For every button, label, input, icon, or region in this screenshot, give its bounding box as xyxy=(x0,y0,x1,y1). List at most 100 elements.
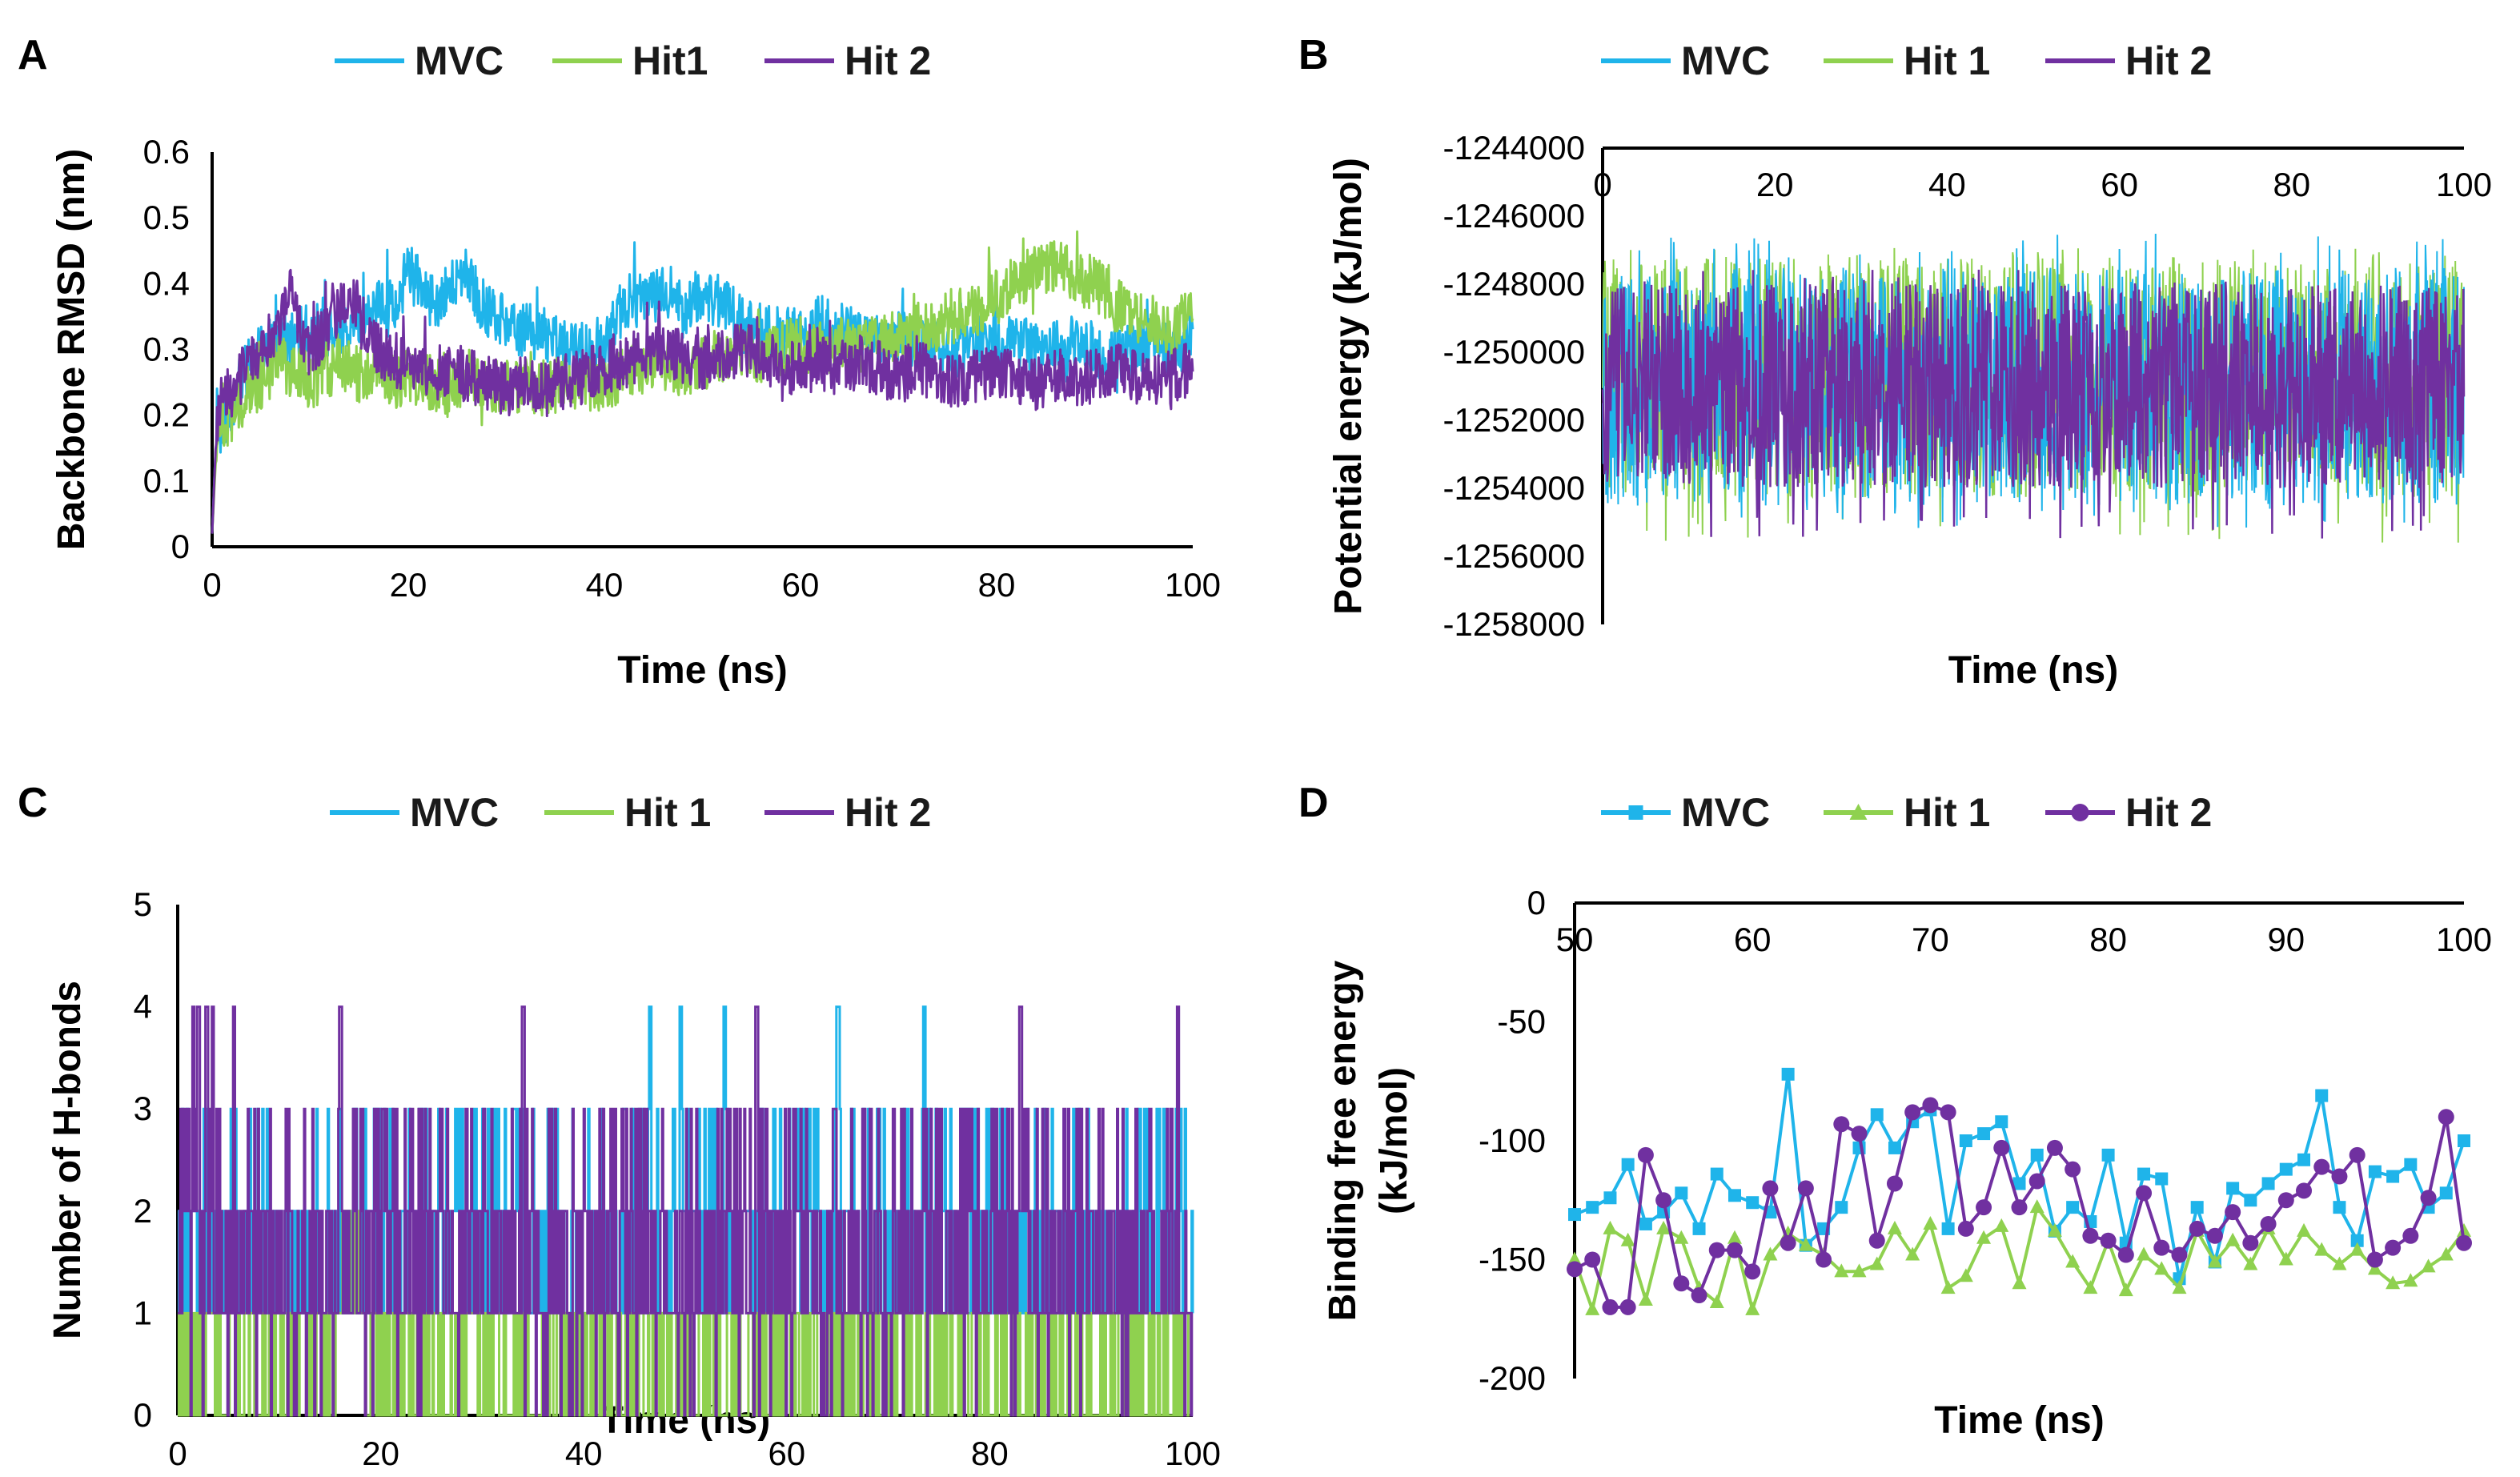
data-point-hit-1 xyxy=(2172,1280,2187,1294)
x-axis-title: Time (ns) xyxy=(1934,1399,2104,1442)
data-point-hit-1 xyxy=(1603,1220,1618,1234)
data-point-hit-2 xyxy=(2260,1215,2277,1232)
legend-marker-mvc xyxy=(1628,805,1643,820)
data-point-mvc xyxy=(2012,1177,2026,1190)
x-axis-title: Time (ns) xyxy=(1948,649,2118,692)
y-axis-title: Potential energy (kJ/mol) xyxy=(1327,158,1370,615)
data-point-hit-1 xyxy=(1763,1246,1778,1261)
data-point-hit-1 xyxy=(2332,1256,2347,1270)
data-point-hit-1 xyxy=(1852,1263,1867,1278)
y-tick-label: -1244000 xyxy=(1443,129,1586,167)
x-tick-label: 40 xyxy=(565,1435,603,1472)
data-point-mvc xyxy=(2458,1134,2470,1147)
legend-label-hit-2: Hit 2 xyxy=(2125,790,2212,835)
y-tick-label: 0 xyxy=(1527,884,1546,921)
x-tick-label: 20 xyxy=(1756,166,1794,203)
data-point-mvc xyxy=(2101,1148,2115,1162)
data-point-mvc xyxy=(1639,1217,1652,1230)
data-point-hit-2 xyxy=(2065,1161,2081,1178)
y-tick-label: 4 xyxy=(134,988,152,1025)
data-point-hit-1 xyxy=(1869,1256,1884,1270)
x-tick-label: 40 xyxy=(1928,166,1966,203)
data-point-hit-1 xyxy=(1958,1268,1973,1282)
data-point-hit-2 xyxy=(1816,1251,1832,1268)
panel-a: A MVC Hit1 Hit 2 0 0.1 0.2 0.3 0.4 0.5 0.6 0 20 40 6… xyxy=(18,32,1221,692)
x-tick-label: 20 xyxy=(390,566,427,604)
data-point-hit-1 xyxy=(1709,1294,1724,1308)
panel-letter-d: D xyxy=(1298,780,1329,826)
data-point-mvc xyxy=(1746,1196,1760,1210)
data-point-hit-2 xyxy=(1762,1180,1779,1197)
data-point-mvc xyxy=(1888,1141,1901,1154)
y-tick-label: 0.3 xyxy=(143,331,190,368)
data-point-mvc xyxy=(2190,1201,2204,1214)
x-tick-label: 60 xyxy=(782,566,820,604)
y-tick-label: 0 xyxy=(134,1396,152,1434)
data-point-mvc xyxy=(1995,1115,2008,1129)
data-point-hit-2 xyxy=(2385,1239,2402,1256)
legend-label-mvc: MVC xyxy=(415,38,504,83)
data-point-hit-2 xyxy=(2456,1234,2472,1251)
data-point-hit-1 xyxy=(2457,1222,2471,1237)
data-point-hit-2 xyxy=(2100,1232,2117,1249)
x-tick-label: 40 xyxy=(586,566,624,604)
data-point-hit-2 xyxy=(1922,1097,1939,1114)
data-point-hit-2 xyxy=(2171,1246,2188,1263)
data-point-hit-1 xyxy=(1674,1230,1689,1244)
data-point-hit-1 xyxy=(2154,1261,2169,1275)
series-line-hit-1 xyxy=(1573,1206,2466,1311)
y-tick-label: -1248000 xyxy=(1443,265,1586,303)
x-tick-label: 90 xyxy=(2267,921,2305,958)
y-tick-label: 1 xyxy=(134,1294,152,1331)
data-point-hit-1 xyxy=(2278,1251,2293,1266)
y-tick-label: 0 xyxy=(171,528,190,565)
y-tick-label: 0.6 xyxy=(143,133,190,171)
data-point-hit-1 xyxy=(2421,1258,2436,1273)
data-point-hit-2 xyxy=(2046,1139,2063,1156)
data-point-hit-2 xyxy=(2402,1227,2419,1244)
legend-label-hit-2: Hit 2 xyxy=(845,38,931,83)
legend-label-hit-2: Hit 2 xyxy=(2125,38,2212,83)
data-point-hit-2 xyxy=(1797,1180,1814,1197)
data-point-mvc xyxy=(2333,1201,2346,1214)
y-tick-label: 3 xyxy=(134,1090,152,1127)
data-point-hit-2 xyxy=(1655,1192,1672,1209)
data-point-mvc xyxy=(1727,1189,1741,1202)
legend-label-hit-1: Hit 1 xyxy=(1904,38,1990,83)
data-point-mvc xyxy=(2297,1153,2311,1166)
data-point-hit-1 xyxy=(1923,1215,1938,1230)
x-tick-label: 0 xyxy=(168,1435,187,1472)
data-point-hit-2 xyxy=(2206,1227,2223,1244)
data-point-mvc xyxy=(2137,1167,2151,1181)
data-point-hit-2 xyxy=(1637,1146,1654,1163)
x-tick-label: 100 xyxy=(1165,566,1221,604)
data-point-hit-1 xyxy=(2386,1275,2401,1290)
x-tick-label: 20 xyxy=(362,1435,399,1472)
legend-b: MVC Hit 1 Hit 2 xyxy=(1601,38,2212,83)
y-tick-label: -100 xyxy=(1479,1122,1546,1159)
data-point-hit-2 xyxy=(1833,1116,1850,1133)
data-point-hit-2 xyxy=(2420,1190,2437,1206)
y-tick-label: 0.5 xyxy=(143,199,190,236)
data-point-mvc xyxy=(2404,1158,2418,1171)
panel-b: B MVC Hit 1 Hit 2 -1244000 -1246000 -1248000… xyxy=(1298,32,2492,692)
data-point-hit-2 xyxy=(2349,1146,2366,1163)
data-point-hit-1 xyxy=(1567,1251,1582,1266)
data-point-mvc xyxy=(2226,1182,2240,1195)
y-tick-label: -50 xyxy=(1497,1003,1546,1041)
data-point-hit-2 xyxy=(2011,1199,2028,1216)
data-point-hit-1 xyxy=(2029,1199,2044,1214)
x-tick-label: 80 xyxy=(2089,921,2127,958)
data-point-mvc xyxy=(1870,1108,1884,1122)
data-point-hit-1 xyxy=(2047,1222,2062,1237)
data-point-hit-2 xyxy=(2153,1239,2170,1256)
legend-marker-hit-1 xyxy=(1849,804,1868,820)
data-point-hit-2 xyxy=(2438,1109,2454,1126)
data-point-hit-2 xyxy=(1602,1298,1619,1315)
data-point-hit-1 xyxy=(2012,1275,2027,1290)
x-tick-label: 100 xyxy=(1165,1435,1221,1472)
data-point-mvc xyxy=(2439,1186,2453,1200)
data-point-hit-1 xyxy=(2314,1242,2329,1256)
data-point-hit-1 xyxy=(1887,1220,1902,1234)
